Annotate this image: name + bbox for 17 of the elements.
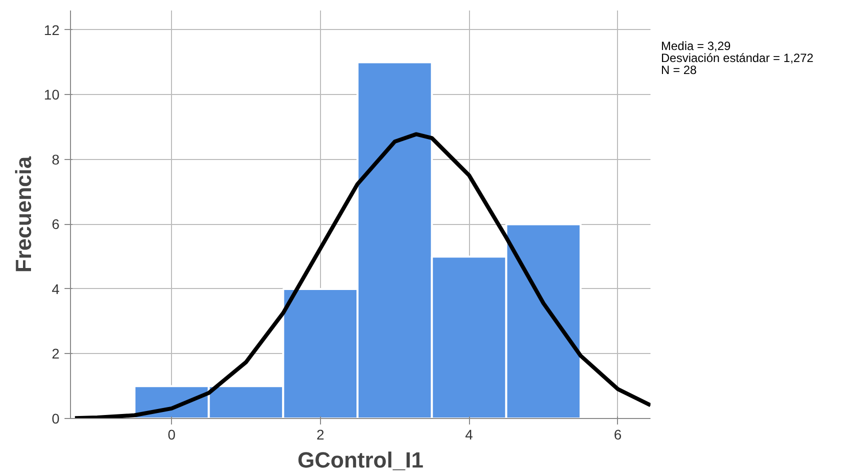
x-tick-label: 6 <box>614 426 622 442</box>
y-tick-label: 10 <box>44 86 60 103</box>
text: Desviación estándar = 1,272 <box>661 51 814 65</box>
text: N = 28 <box>661 63 697 77</box>
y-tick-label: 8 <box>52 151 60 168</box>
y-axis-title: Frecuencia <box>10 156 36 273</box>
x-axis-title: GControl_I1 <box>298 448 424 472</box>
y-tick-label: 12 <box>44 22 60 38</box>
line-series <box>72 132 650 418</box>
x-tick-label: 4 <box>465 426 474 442</box>
text: Media = 3,29 <box>661 39 731 53</box>
y-tick-label: 0 <box>52 410 60 426</box>
y-tick-label: 4 <box>52 280 60 297</box>
x-tick-label: 0 <box>168 426 176 442</box>
y-tick-label: 2 <box>52 346 60 362</box>
y-tick-label: 6 <box>52 216 60 232</box>
x-tick-label: 2 <box>316 426 324 442</box>
